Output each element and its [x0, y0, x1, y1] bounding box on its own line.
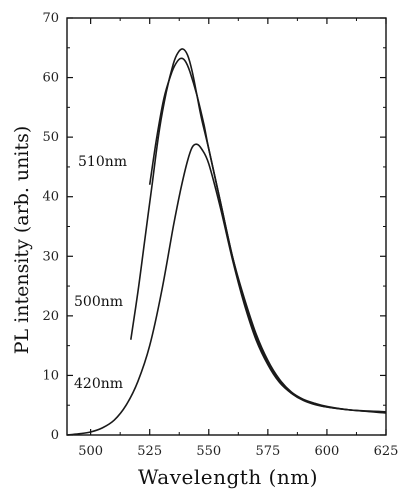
annotation-500nm: 500nm [74, 294, 123, 310]
x-tick-label: 500 [78, 444, 103, 459]
spectrum-curves [66, 48, 387, 436]
x-tick-label: 625 [374, 444, 399, 459]
y-axis-ticks: 0 10 20 30 40 50 60 70 [42, 11, 386, 443]
x-tick-label: 525 [137, 444, 162, 459]
curve-500nm [130, 48, 387, 414]
y-tick-label: 30 [42, 249, 59, 264]
x-tick-label: 600 [315, 444, 340, 459]
curve-420nm [66, 143, 387, 436]
x-axis-title: Wavelength (nm) [138, 465, 318, 489]
y-tick-label: 0 [51, 428, 59, 443]
y-axis-title: PL intensity (arb. units) [11, 126, 33, 355]
x-axis-ticks: 500 525 550 575 600 625 [78, 18, 398, 459]
x-tick-label: 550 [196, 444, 221, 459]
annotation-510nm: 510nm [78, 154, 127, 170]
curve-annotations: 510nm 500nm 420nm [74, 154, 127, 392]
y-tick-label: 10 [42, 368, 59, 383]
y-tick-label: 70 [42, 11, 59, 26]
y-tick-label: 40 [42, 190, 59, 205]
annotation-420nm: 420nm [74, 376, 123, 392]
curve-510nm [148, 57, 387, 414]
y-tick-label: 20 [42, 309, 59, 324]
y-tick-label: 50 [42, 130, 59, 145]
x-tick-label: 575 [255, 444, 280, 459]
y-tick-label: 60 [42, 71, 59, 86]
